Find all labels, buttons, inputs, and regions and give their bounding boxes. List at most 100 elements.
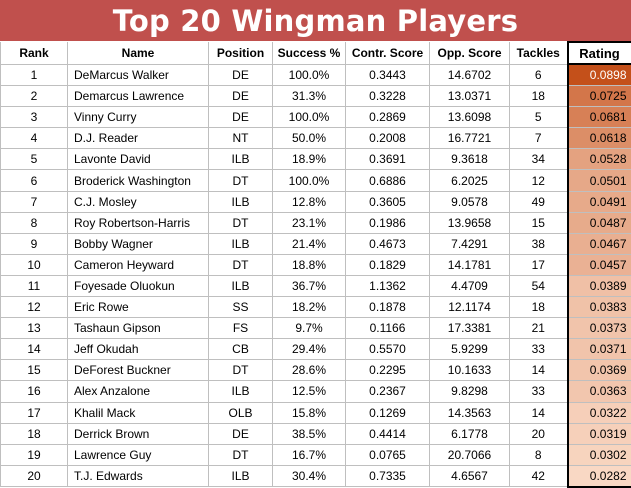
cell-contr-score: 0.3443 — [346, 64, 430, 86]
cell-rating: 0.0725 — [568, 86, 631, 107]
column-header-name[interactable]: Name — [68, 42, 209, 64]
cell-rank: 2 — [1, 86, 68, 107]
cell-contr-score: 0.3691 — [346, 149, 430, 170]
cell-position: ILB — [209, 149, 273, 170]
cell-contr-score: 0.2008 — [346, 128, 430, 149]
page-title: Top 20 Wingman Players — [0, 0, 631, 41]
cell-opp-score: 5.9299 — [430, 339, 510, 360]
cell-rating: 0.0618 — [568, 128, 631, 149]
cell-success: 18.8% — [273, 254, 346, 275]
cell-contr-score: 0.1878 — [346, 297, 430, 318]
cell-rank: 16 — [1, 381, 68, 402]
column-header-opp-score[interactable]: Opp. Score — [430, 42, 510, 64]
cell-opp-score: 10.1633 — [430, 360, 510, 381]
cell-tackles: 20 — [510, 423, 568, 444]
cell-position: DE — [209, 107, 273, 128]
cell-contr-score: 0.7335 — [346, 465, 430, 487]
cell-contr-score: 0.4414 — [346, 423, 430, 444]
cell-rating: 0.0487 — [568, 212, 631, 233]
cell-contr-score: 0.2869 — [346, 107, 430, 128]
cell-name: D.J. Reader — [68, 128, 209, 149]
cell-position: DT — [209, 212, 273, 233]
cell-opp-score: 14.3563 — [430, 402, 510, 423]
cell-rank: 4 — [1, 128, 68, 149]
cell-position: OLB — [209, 402, 273, 423]
cell-position: ILB — [209, 465, 273, 487]
cell-opp-score: 16.7721 — [430, 128, 510, 149]
cell-tackles: 5 — [510, 107, 568, 128]
cell-success: 29.4% — [273, 339, 346, 360]
column-header-rating[interactable]: Rating — [568, 42, 631, 64]
column-header-contr-score[interactable]: Contr. Score — [346, 42, 430, 64]
cell-position: DT — [209, 170, 273, 191]
cell-name: C.J. Mosley — [68, 191, 209, 212]
cell-tackles: 7 — [510, 128, 568, 149]
cell-name: DeMarcus Walker — [68, 64, 209, 86]
cell-tackles: 18 — [510, 297, 568, 318]
cell-position: DT — [209, 254, 273, 275]
cell-rank: 5 — [1, 149, 68, 170]
cell-position: ILB — [209, 275, 273, 296]
column-header-position[interactable]: Position — [209, 42, 273, 64]
cell-success: 50.0% — [273, 128, 346, 149]
cell-opp-score: 13.0371 — [430, 86, 510, 107]
cell-opp-score: 4.6567 — [430, 465, 510, 487]
cell-success: 100.0% — [273, 107, 346, 128]
cell-position: NT — [209, 128, 273, 149]
cell-rank: 3 — [1, 107, 68, 128]
cell-tackles: 15 — [510, 212, 568, 233]
cell-opp-score: 14.6702 — [430, 64, 510, 86]
cell-contr-score: 0.6886 — [346, 170, 430, 191]
cell-rating: 0.0467 — [568, 233, 631, 254]
header-row: Rank Name Position Success % Contr. Scor… — [1, 42, 631, 64]
cell-position: ILB — [209, 381, 273, 402]
cell-name: Khalil Mack — [68, 402, 209, 423]
cell-tackles: 14 — [510, 360, 568, 381]
cell-rank: 18 — [1, 423, 68, 444]
cell-success: 38.5% — [273, 423, 346, 444]
cell-contr-score: 0.1269 — [346, 402, 430, 423]
column-header-tackles[interactable]: Tackles — [510, 42, 568, 64]
cell-tackles: 34 — [510, 149, 568, 170]
cell-tackles: 54 — [510, 275, 568, 296]
cell-contr-score: 0.1986 — [346, 212, 430, 233]
cell-success: 21.4% — [273, 233, 346, 254]
cell-tackles: 6 — [510, 64, 568, 86]
cell-success: 18.9% — [273, 149, 346, 170]
cell-rating: 0.0373 — [568, 318, 631, 339]
cell-rank: 19 — [1, 444, 68, 465]
cell-position: DT — [209, 444, 273, 465]
cell-name: Tashaun Gipson — [68, 318, 209, 339]
cell-name: Alex Anzalone — [68, 381, 209, 402]
cell-rating: 0.0371 — [568, 339, 631, 360]
cell-position: ILB — [209, 191, 273, 212]
cell-name: Broderick Washington — [68, 170, 209, 191]
cell-success: 18.2% — [273, 297, 346, 318]
cell-contr-score: 0.4673 — [346, 233, 430, 254]
cell-rank: 11 — [1, 275, 68, 296]
cell-contr-score: 0.2295 — [346, 360, 430, 381]
column-header-rank[interactable]: Rank — [1, 42, 68, 64]
cell-contr-score: 0.5570 — [346, 339, 430, 360]
cell-name: Jeff Okudah — [68, 339, 209, 360]
cell-success: 23.1% — [273, 212, 346, 233]
cell-tackles: 49 — [510, 191, 568, 212]
cell-rank: 15 — [1, 360, 68, 381]
column-header-success[interactable]: Success % — [273, 42, 346, 64]
